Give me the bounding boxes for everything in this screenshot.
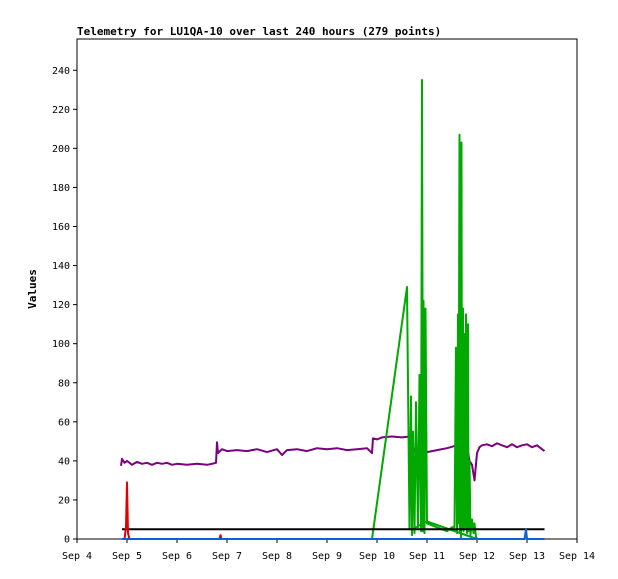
y-tick-label: 180	[52, 183, 70, 194]
x-tick-label: Sep 12	[459, 551, 495, 562]
x-tick-label: Sep 6	[162, 551, 192, 562]
x-tick-label: Sep 5	[112, 551, 142, 562]
x-tick-label: Sep 10	[359, 551, 395, 562]
series-line-0	[120, 435, 546, 482]
y-tick-label: 200	[52, 144, 70, 155]
plot-area-frame	[76, 38, 578, 540]
y-tick-label: 140	[52, 261, 70, 272]
series-line-4	[122, 528, 545, 540]
x-tick-label: Sep 13	[509, 551, 545, 562]
y-tick-label: 160	[52, 222, 70, 233]
y-tick-label: 80	[58, 378, 70, 389]
x-tick-label: Sep 8	[262, 551, 292, 562]
y-axis-label: Values	[26, 269, 39, 309]
x-tick-label: Sep 14	[559, 551, 595, 562]
x-tick-label: Sep 7	[212, 551, 242, 562]
x-tick-label: Sep 9	[312, 551, 342, 562]
y-tick-label: 100	[52, 339, 70, 350]
y-axis: 0 20 40 60 80 100 120 140 160 180 200 220 240	[52, 66, 77, 546]
y-tick-label: 220	[52, 105, 70, 116]
y-tick-label: 240	[52, 66, 70, 77]
y-tick-label: 60	[58, 417, 70, 428]
x-axis: Sep 4 Sep 5 Sep 6 Sep 7 Sep 8 Sep 9 Sep 10 Sep …	[62, 539, 595, 562]
chart-title: Telemetry for LU1QA-10 over last 240 hou…	[77, 25, 441, 38]
y-tick-label: 20	[58, 495, 70, 506]
y-tick-label: 40	[58, 456, 70, 467]
series-layer	[120, 79, 546, 540]
x-tick-label: Sep 4	[62, 551, 92, 562]
series-line-1	[371, 79, 478, 540]
y-tick-label: 120	[52, 300, 70, 311]
x-tick-label: Sep 11	[409, 551, 445, 562]
y-tick-label: 0	[64, 535, 70, 546]
